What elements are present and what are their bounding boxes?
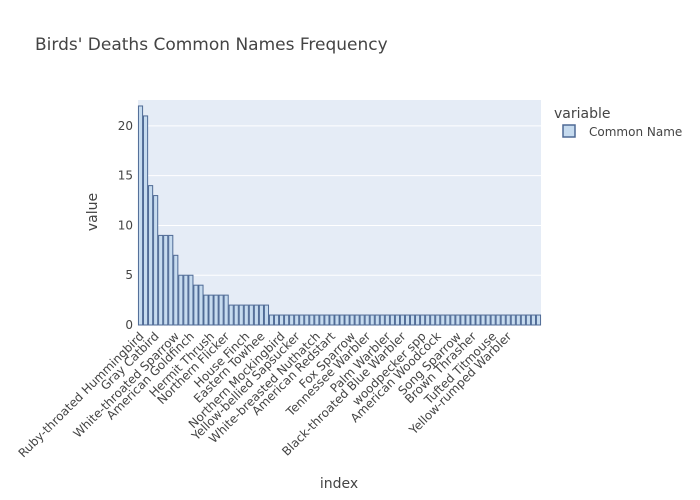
bar[interactable]: [142, 115, 149, 326]
bar[interactable]: [253, 304, 259, 326]
y-tick-label: 10: [118, 218, 133, 232]
bar[interactable]: [450, 314, 456, 326]
bar[interactable]: [329, 314, 335, 326]
bar[interactable]: [294, 314, 300, 326]
bar[interactable]: [289, 314, 295, 326]
bar[interactable]: [430, 314, 436, 326]
bar[interactable]: [339, 314, 345, 326]
bar[interactable]: [213, 294, 219, 326]
legend[interactable]: variable Common Name: [554, 106, 682, 139]
bars-layer: [137, 105, 542, 326]
legend-swatch[interactable]: [562, 124, 576, 138]
bar[interactable]: [299, 314, 305, 326]
bar[interactable]: [304, 314, 310, 326]
bar[interactable]: [475, 314, 481, 326]
y-tick-label: 0: [125, 318, 133, 332]
bar[interactable]: [243, 304, 249, 326]
bar[interactable]: [334, 314, 340, 326]
bar[interactable]: [364, 314, 370, 326]
bar[interactable]: [530, 314, 537, 326]
y-tick-label: 15: [118, 169, 133, 183]
plot-background: [138, 100, 541, 325]
bar[interactable]: [455, 314, 461, 326]
bar[interactable]: [324, 314, 330, 326]
bar[interactable]: [374, 314, 380, 326]
bar[interactable]: [279, 314, 285, 326]
bar[interactable]: [510, 314, 516, 326]
bar[interactable]: [490, 314, 496, 326]
bar[interactable]: [425, 314, 431, 326]
bar[interactable]: [153, 195, 159, 326]
bar[interactable]: [525, 314, 531, 326]
y-tick-label: 5: [125, 268, 133, 282]
bar[interactable]: [314, 314, 320, 326]
bar[interactable]: [203, 294, 209, 326]
bar[interactable]: [158, 234, 164, 326]
bar[interactable]: [218, 294, 224, 326]
bar[interactable]: [344, 314, 350, 326]
bar[interactable]: [208, 294, 214, 326]
bar[interactable]: [470, 314, 476, 326]
bar[interactable]: [384, 314, 390, 326]
bar[interactable]: [309, 314, 315, 326]
bar[interactable]: [460, 314, 466, 326]
y-ticks: 0 5 10 15 20: [118, 119, 133, 332]
bar[interactable]: [485, 314, 491, 326]
bar[interactable]: [319, 314, 325, 326]
bar[interactable]: [163, 234, 169, 326]
bar[interactable]: [535, 314, 542, 326]
bar[interactable]: [465, 314, 471, 326]
bar[interactable]: [137, 105, 144, 326]
bar[interactable]: [258, 304, 264, 326]
legend-title: variable: [554, 106, 610, 122]
bar[interactable]: [168, 234, 174, 326]
bar[interactable]: [173, 254, 179, 326]
bar[interactable]: [238, 304, 244, 326]
bar[interactable]: [248, 304, 254, 326]
bar[interactable]: [228, 304, 234, 326]
bar[interactable]: [500, 314, 506, 326]
bar[interactable]: [263, 304, 270, 326]
bar[interactable]: [440, 314, 446, 326]
bar[interactable]: [369, 314, 375, 326]
bar[interactable]: [415, 314, 421, 326]
bar[interactable]: [193, 284, 199, 326]
bar[interactable]: [178, 274, 184, 326]
bar[interactable]: [435, 314, 441, 326]
bar[interactable]: [233, 304, 239, 326]
bar[interactable]: [188, 274, 194, 326]
bar[interactable]: [223, 294, 229, 326]
x-axis-title: index: [320, 476, 358, 492]
bar[interactable]: [520, 314, 526, 326]
bar[interactable]: [515, 314, 521, 326]
bar[interactable]: [480, 314, 486, 326]
bar[interactable]: [183, 274, 189, 326]
bar[interactable]: [389, 314, 395, 326]
bar[interactable]: [404, 314, 411, 326]
bar[interactable]: [148, 185, 154, 326]
bar[interactable]: [273, 314, 280, 326]
bar[interactable]: [354, 314, 360, 326]
grid-layer: [138, 125, 541, 276]
y-axis-title: value: [85, 193, 101, 231]
bar[interactable]: [198, 284, 204, 326]
bar[interactable]: [399, 314, 406, 326]
bar[interactable]: [505, 314, 511, 326]
bar[interactable]: [379, 314, 385, 326]
bar[interactable]: [268, 314, 275, 326]
chart-title: Birds' Deaths Common Names Frequency: [35, 35, 388, 55]
bar[interactable]: [420, 314, 426, 326]
legend-series-label[interactable]: Common Name: [589, 125, 682, 139]
bar[interactable]: [445, 314, 451, 326]
y-tick-label: 20: [118, 119, 133, 133]
bar[interactable]: [284, 314, 290, 326]
bar[interactable]: [359, 314, 365, 326]
bar[interactable]: [349, 314, 355, 326]
bar[interactable]: [409, 314, 416, 326]
bar[interactable]: [394, 314, 400, 326]
bar[interactable]: [495, 314, 501, 326]
